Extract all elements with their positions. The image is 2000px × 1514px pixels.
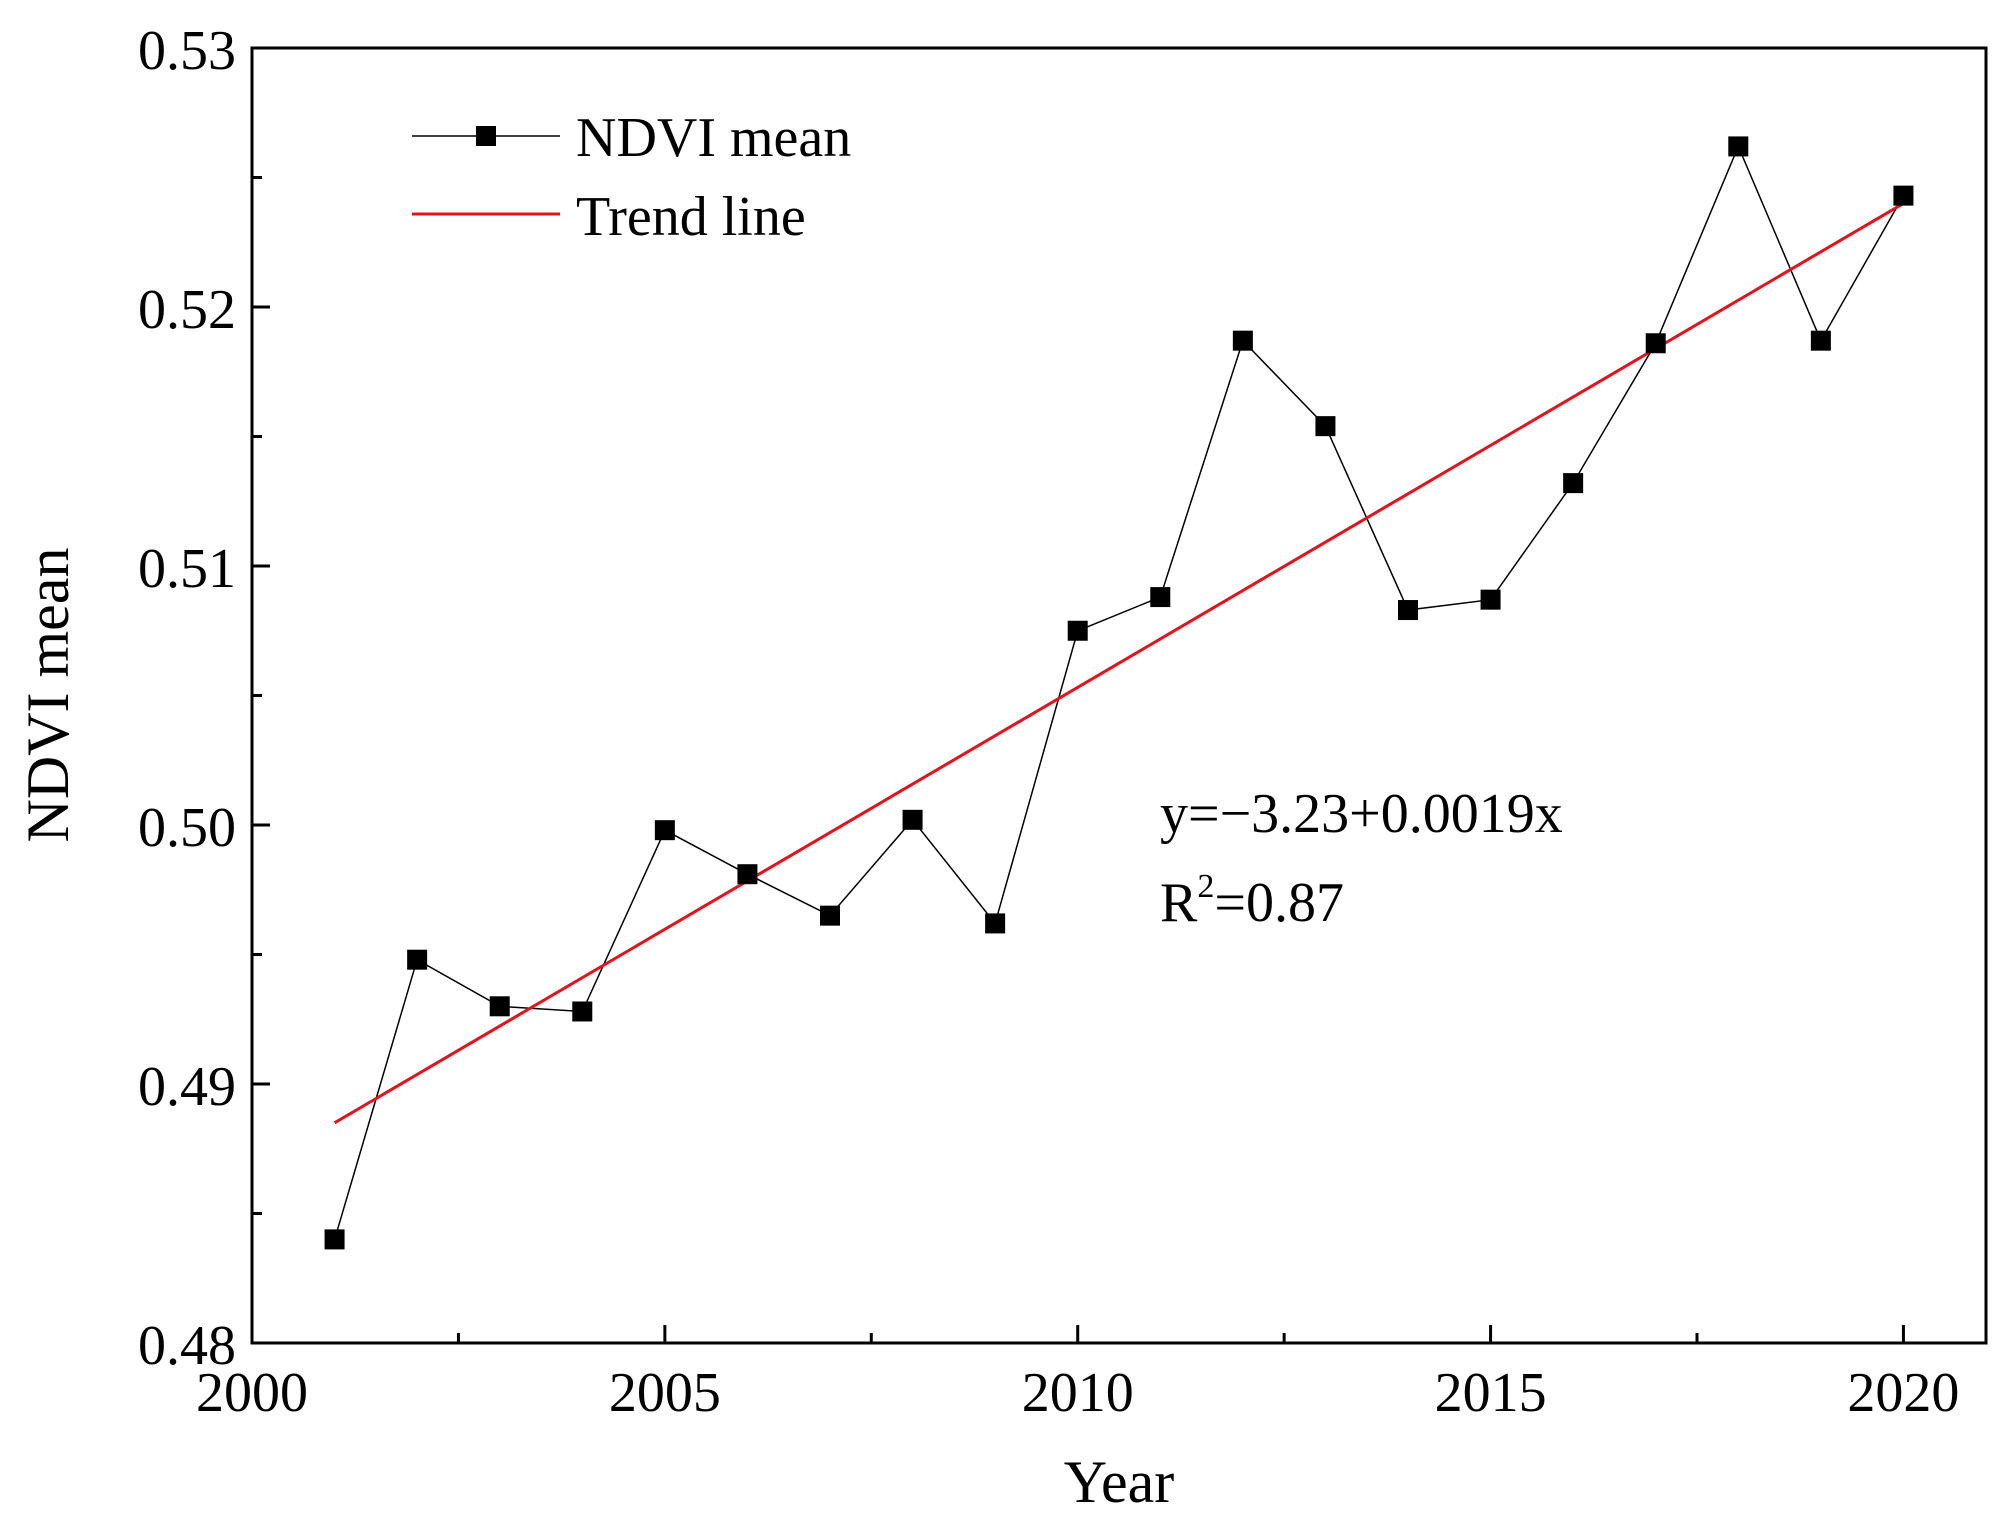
y-axis-label: NDVI mean [15, 548, 81, 843]
ndvi-point-2017 [1645, 333, 1666, 354]
x-axis-label: Year [1064, 1449, 1175, 1514]
ndvi-point-2008 [902, 809, 923, 830]
ndvi-point-2006 [737, 864, 758, 885]
r-squared-value: =0.87 [1214, 872, 1344, 934]
x-tick-label-1: 2005 [609, 1362, 721, 1424]
legend-trend-label: Trend line [576, 186, 806, 248]
y-tick-label-1: 0.49 [138, 1056, 236, 1118]
ndvi-point-2010 [1067, 620, 1088, 641]
regression-equation: y=−3.23+0.0019x [1160, 783, 1563, 845]
ndvi-point-2007 [820, 905, 840, 926]
plot-frame [250, 46, 1988, 1345]
ndvi-point-2005 [654, 820, 675, 841]
r-squared-sup: 2 [1197, 868, 1214, 905]
y-minor-ticks [252, 176, 262, 1215]
ndvi-point-2018 [1728, 136, 1749, 157]
ndvi-point-2014 [1398, 600, 1418, 621]
series-layer [324, 136, 1914, 1250]
y-axis-ticks: 0.48 0.49 0.50 0.51 0.52 0.53 [138, 20, 270, 1377]
x-tick-label-2: 2010 [1022, 1362, 1134, 1424]
y-tick-label-2: 0.50 [138, 797, 236, 859]
x-minor-ticks [456, 1333, 1699, 1343]
r-squared-prefix: R [1160, 872, 1198, 934]
legend-ndvi-marker [476, 126, 496, 146]
ndvi-point-2015 [1480, 589, 1501, 610]
legend: NDVI mean Trend line [412, 107, 851, 248]
ndvi-point-2009 [985, 913, 1006, 934]
ndvi-point-2004 [572, 1001, 593, 1022]
r-squared: R2=0.87 [1160, 868, 1344, 934]
y-tick-label-3: 0.51 [138, 538, 236, 600]
ndvi-point-2012 [1232, 330, 1253, 351]
y-tick-label-5: 0.53 [138, 20, 236, 82]
ndvi-point-2003 [489, 996, 510, 1017]
trend-line [333, 202, 1905, 1125]
legend-ndvi-label: NDVI mean [576, 107, 851, 169]
x-tick-label-0: 2000 [196, 1362, 308, 1424]
x-tick-label-4: 2020 [1847, 1362, 1959, 1424]
y-tick-label-0: 0.48 [138, 1315, 236, 1377]
ndvi-point-2011 [1150, 587, 1171, 608]
ndvi-point-2013 [1315, 416, 1336, 437]
ndvi-point-2020 [1893, 185, 1914, 206]
ndvi-mean-line [333, 144, 1905, 1240]
ndvi-point-2002 [407, 949, 428, 970]
ndvi-point-2019 [1810, 330, 1831, 351]
x-axis-ticks: 2000 2005 2010 2015 2020 [196, 1325, 1959, 1424]
x-tick-label-3: 2015 [1435, 1362, 1547, 1424]
ndvi-point-2001 [324, 1229, 345, 1250]
y-tick-label-4: 0.52 [138, 279, 236, 341]
ndvi-point-2016 [1563, 473, 1584, 494]
